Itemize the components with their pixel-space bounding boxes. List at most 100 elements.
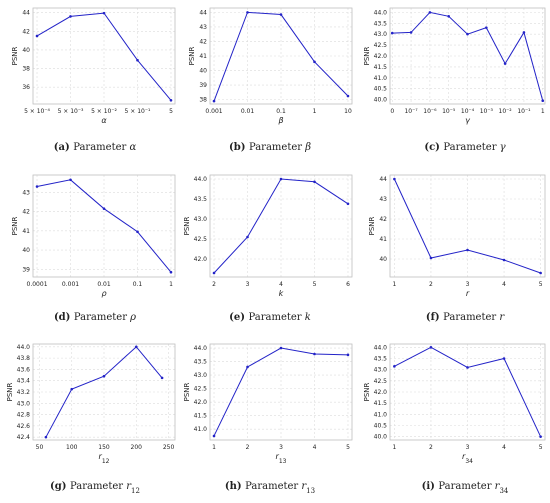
y-tick-label: 44.0 <box>17 344 31 351</box>
x-tick-label: 1 <box>392 444 396 451</box>
data-point <box>522 31 526 34</box>
data-point <box>160 376 164 380</box>
data-point <box>541 99 545 103</box>
y-tick-label: 42.0 <box>374 53 388 60</box>
plot-frame <box>209 174 353 278</box>
data-point <box>35 34 39 38</box>
x-tick-label: 1 <box>212 444 216 451</box>
x-tick-label: 4 <box>279 281 283 288</box>
caption-text: Parameter <box>438 481 494 492</box>
y-tick-label: 42.5 <box>194 386 208 393</box>
data-point <box>102 374 106 378</box>
y-axis-label: PSNR <box>363 382 371 401</box>
x-tick-label: 0.1 <box>276 108 286 115</box>
x-axis-label: r12 <box>99 452 110 465</box>
subplot-i: 1 2 3 4 540.040.541.041.542.042.543.043.544.… <box>363 343 546 495</box>
caption-subscript: 34 <box>499 487 508 495</box>
caption-label: (f) <box>426 312 443 323</box>
plot-frame <box>389 7 546 105</box>
x-tick-label: 10⁻³ <box>480 108 494 115</box>
plot-frame <box>389 174 546 278</box>
data-point <box>346 353 350 357</box>
x-axis-label: α <box>101 116 107 125</box>
data-point <box>502 258 506 262</box>
x-tick-label: 200 <box>131 444 143 451</box>
data-point <box>429 256 433 260</box>
y-tick-label: 41.5 <box>194 413 208 420</box>
y-tick-label: 42 <box>22 28 30 35</box>
subplot-g: 50 100 150 200 250 42.4 42.6 42.8 43.0 43.2 43.4 43… <box>6 343 176 495</box>
subplot-a: 5 × 10⁻⁴ 5 × 10⁻³ 5 × 10⁻² 5 × 10⁻¹ 5 36 38 40 4… <box>11 7 176 153</box>
x-tick-label: 3 <box>466 281 470 288</box>
y-tick-label: 44 <box>22 10 30 17</box>
y-axis-label: PSNR <box>11 46 19 65</box>
plot-frame <box>32 174 176 278</box>
plot-frame <box>209 7 353 105</box>
caption-symbol: γ <box>500 142 506 153</box>
caption-label: (a) <box>54 142 73 153</box>
y-tick-label: 40.5 <box>374 86 388 93</box>
y-tick-label: 43.0 <box>194 216 208 223</box>
y-tick-label: 40 <box>22 47 30 54</box>
y-tick-label: 43.4 <box>17 378 31 385</box>
x-axis-label: r34 <box>462 452 473 465</box>
x-axis-label: r <box>466 289 470 298</box>
subplot-caption: (e) Parameter k <box>229 312 311 323</box>
y-axis-label: PSNR <box>368 216 376 235</box>
caption-text: Parameter <box>74 312 130 323</box>
y-tick-label: 43.5 <box>374 20 388 27</box>
x-tick-label: 100 <box>66 444 78 451</box>
y-tick-label: 42.5 <box>194 236 208 243</box>
data-point <box>136 58 139 62</box>
caption-label: (b) <box>229 142 249 153</box>
y-tick-label: 42.6 <box>17 423 31 430</box>
data-point <box>69 15 72 18</box>
data-point <box>169 98 173 102</box>
x-tick-label: 5 × 10⁻¹ <box>125 108 151 115</box>
x-tick-label: 2 <box>429 281 433 288</box>
data-point <box>134 345 138 349</box>
x-tick-label: 0.001 <box>205 108 222 115</box>
y-tick-label: 41 <box>199 53 207 60</box>
y-tick-label: 40 <box>22 247 30 254</box>
y-tick-label: 44.0 <box>374 9 388 16</box>
y-tick-label: 42 <box>199 38 207 45</box>
x-tick-label: 10⁻¹ <box>517 108 531 115</box>
y-tick-label: 41.0 <box>374 75 388 82</box>
data-point <box>409 31 413 34</box>
data-point <box>70 387 74 391</box>
x-tick-label: 2 <box>246 444 250 451</box>
x-tick-label: 0.1 <box>133 281 143 288</box>
y-tick-label: 44.0 <box>194 176 208 183</box>
y-tick-label: 42.0 <box>194 256 208 263</box>
x-tick-label: 2 <box>429 444 433 451</box>
data-point <box>503 62 507 65</box>
caption-label: (h) <box>225 481 245 492</box>
data-point <box>393 177 396 181</box>
x-tick-label: 0.001 <box>62 281 79 288</box>
y-tick-label: 42.8 <box>17 412 31 419</box>
x-tick-label: 250 <box>163 444 175 451</box>
caption-subscript: 13 <box>306 487 315 495</box>
y-tick-label: 42.4 <box>17 434 31 441</box>
data-point <box>390 31 394 35</box>
subplot-caption: (f) Parameter r <box>426 312 506 323</box>
y-tick-label: 40 <box>199 68 207 75</box>
y-axis-label: PSNR <box>363 46 371 65</box>
subplot-caption: (c) Parameter γ <box>424 142 505 153</box>
y-tick-label: 40.5 <box>374 422 388 429</box>
data-point <box>428 11 432 14</box>
x-tick-label: 1 <box>313 108 317 115</box>
subplot-d: 0.0001 0.001 0.01 0.1 1 39 40 41 42 43 ρ PSNR (d) Pa… <box>11 174 176 323</box>
data-point <box>212 271 216 275</box>
y-tick-label: 41.0 <box>194 426 208 433</box>
y-axis-label: PSNR <box>188 46 196 65</box>
subplot-caption: (h) Parameter r13 <box>225 481 315 495</box>
x-tick-label: 1 <box>392 281 396 288</box>
x-tick-label: 2 <box>212 281 216 288</box>
y-tick-label: 44.0 <box>374 344 388 351</box>
caption-symbol: k <box>305 312 311 323</box>
y-tick-label: 43 <box>379 196 387 203</box>
data-point <box>169 270 173 274</box>
